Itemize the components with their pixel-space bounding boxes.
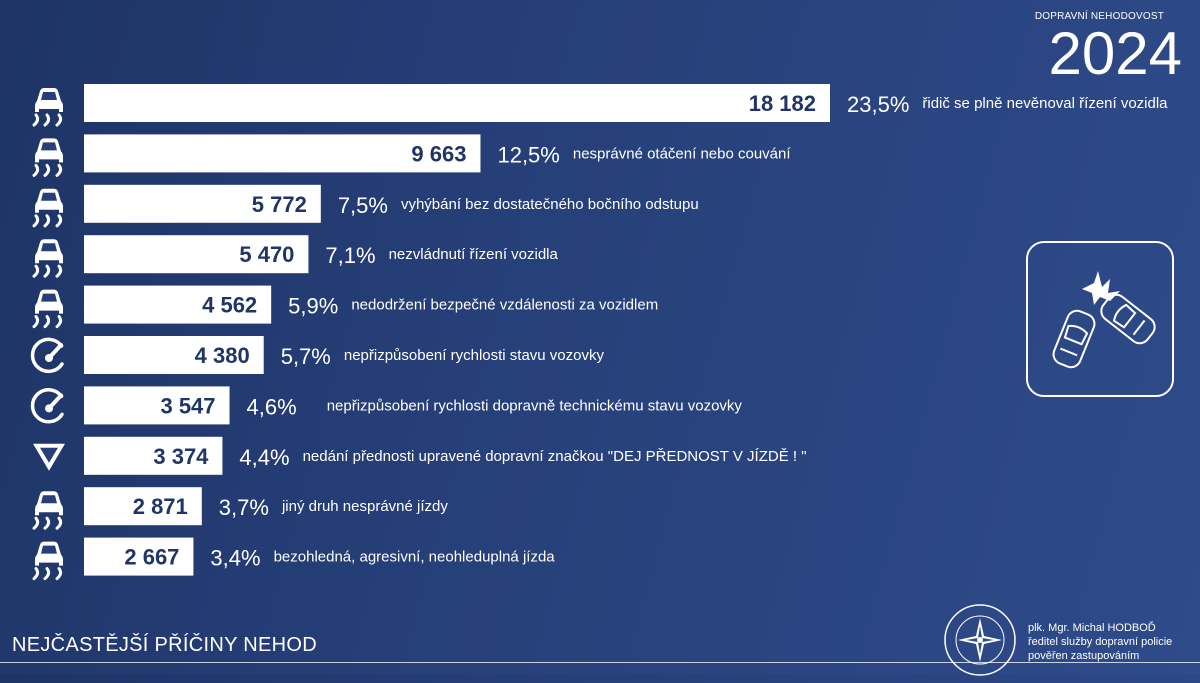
percent-label: 23,5% xyxy=(847,92,909,117)
bar-value-label: 18 182 xyxy=(749,91,816,116)
bar-value-label: 9 663 xyxy=(411,141,466,166)
percent-label: 5,7% xyxy=(281,344,331,369)
percent-label: 12,5% xyxy=(497,142,559,167)
bar xyxy=(84,235,309,274)
bar-value-label: 2 667 xyxy=(124,545,179,570)
percent-label: 3,4% xyxy=(210,546,260,571)
skidding-car-icon xyxy=(32,288,65,329)
percent-label: 3,7% xyxy=(219,495,269,520)
speedometer-icon xyxy=(30,387,64,424)
signature-note: pověřen zastupováním xyxy=(1028,650,1140,662)
signature-block: plk. Mgr. Michal HODBOĎ ředitel služby d… xyxy=(1028,621,1172,663)
bar-value-label: 2 871 xyxy=(133,494,188,519)
category-label: nedodržení bezpečné vzdálenosti za vozid… xyxy=(351,297,658,314)
category-label: nezvládnutí řízení vozidla xyxy=(389,246,559,263)
skidding-car-icon xyxy=(32,540,65,581)
bar xyxy=(84,537,194,576)
percent-label: 7,5% xyxy=(338,193,388,218)
bar xyxy=(84,436,223,475)
skidding-car-icon xyxy=(32,86,65,127)
bar-value-label: 4 380 xyxy=(195,343,250,368)
bar xyxy=(84,184,321,223)
header-year: 2024 xyxy=(1048,20,1182,87)
category-label: nepřizpůsobení rychlosti stavu vozovky xyxy=(344,347,605,364)
category-label: vyhýbání bez dostatečného bočního odstup… xyxy=(401,196,699,213)
bar xyxy=(84,487,202,526)
bar xyxy=(84,134,481,173)
skidding-car-icon xyxy=(32,136,65,177)
yield-sign-icon xyxy=(33,443,65,471)
category-label: bezohledná, agresivní, neohleduplná jízd… xyxy=(274,549,556,566)
bar xyxy=(84,336,264,374)
bar xyxy=(84,386,230,425)
bar-value-label: 5 772 xyxy=(252,192,307,217)
category-label: nepřizpůsobení rychlosti dopravně techni… xyxy=(327,397,743,414)
category-label: nesprávné otáčení nebo couvání xyxy=(573,145,791,162)
skidding-car-icon xyxy=(32,489,65,530)
skidding-car-icon xyxy=(32,237,65,278)
percent-label: 4,6% xyxy=(247,394,297,419)
footer-divider xyxy=(0,662,1200,663)
percent-label: 4,4% xyxy=(239,445,289,470)
car-collision-icon xyxy=(1026,241,1174,397)
bar-value-label: 4 562 xyxy=(202,293,257,318)
header-caption: DOPRAVNÍ NEHODOVOST xyxy=(1034,11,1164,22)
bar-value-label: 5 470 xyxy=(239,242,294,267)
category-label: řidič se plně nevěnoval řízení vozidla xyxy=(922,95,1168,112)
footer-title: NEJČASTĚJŠÍ PŘÍČINY NEHOD xyxy=(12,634,317,656)
signature-name: plk. Mgr. Michal HODBOĎ xyxy=(1028,622,1156,634)
police-seal-logo xyxy=(942,602,1018,678)
percent-label: 7,1% xyxy=(325,243,375,268)
bar-value-label: 3 547 xyxy=(160,393,215,418)
category-label: jiný druh nesprávné jízdy xyxy=(281,498,448,515)
bar-value-label: 3 374 xyxy=(153,444,209,469)
bar xyxy=(84,84,830,122)
percent-label: 5,9% xyxy=(288,294,338,319)
speedometer-icon xyxy=(30,337,64,374)
bar xyxy=(84,285,272,324)
skidding-car-icon xyxy=(32,187,65,228)
signature-role: ředitel služby dopravní policie xyxy=(1028,636,1173,648)
category-label: nedání přednosti upravené dopravní značk… xyxy=(303,448,807,465)
